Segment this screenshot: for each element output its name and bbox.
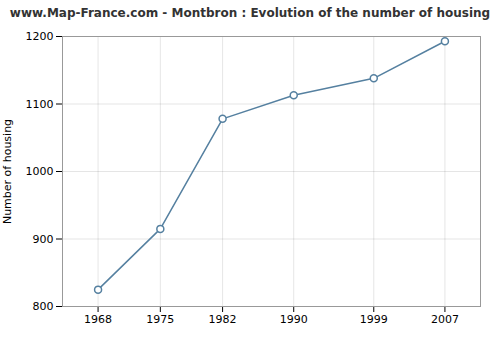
svg-text:1000: 1000 — [26, 165, 54, 178]
svg-text:900: 900 — [33, 233, 54, 246]
svg-text:1982: 1982 — [209, 313, 237, 326]
svg-text:800: 800 — [33, 300, 54, 313]
svg-text:1975: 1975 — [146, 313, 174, 326]
html-text:www.Map-France.com - Montbron: www.Map-France.com - Montbron : Evolutio… — [9, 6, 491, 20]
svg-text:1100: 1100 — [26, 98, 54, 111]
svg-text:1200: 1200 — [26, 30, 54, 43]
svg-text:2007: 2007 — [431, 313, 459, 326]
svg-text:1968: 1968 — [84, 313, 112, 326]
svg-text:1990: 1990 — [280, 313, 308, 326]
svg-text:Number of housing: Number of housing — [1, 119, 14, 224]
svg-text:1999: 1999 — [360, 313, 388, 326]
